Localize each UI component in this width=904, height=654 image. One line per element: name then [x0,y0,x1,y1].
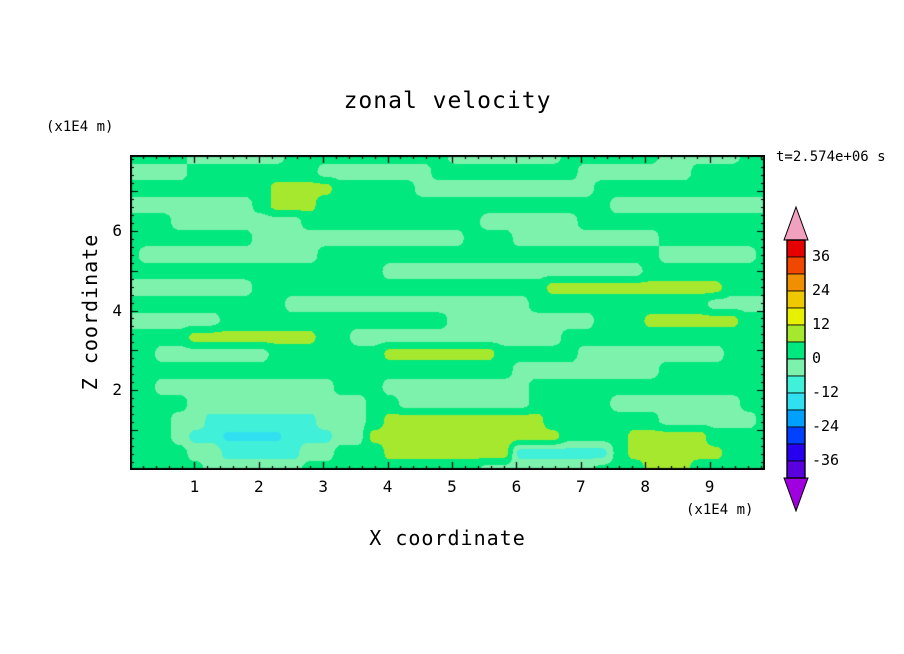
colorbar-svg [783,205,809,513]
colorbar-segment [786,324,806,343]
time-annotation: t=2.574e+06 s [776,149,886,165]
x-tick-label: 7 [575,477,586,496]
x-tick-label: 9 [704,477,715,496]
contour-field-canvas [130,155,765,470]
x-tick-label: 2 [253,477,264,496]
colorbar-segment [786,392,806,411]
colorbar-tick-label: -24 [812,417,840,435]
x-axis-label: X coordinate [369,526,526,550]
colorbar-tick-label: 24 [812,281,831,299]
colorbar [781,205,811,513]
colorbar-tick-label: 0 [812,349,822,367]
y-tick-label: 4 [112,300,122,320]
colorbar-under-arrow [783,477,809,513]
colorbar-segment [786,290,806,309]
x-tick-label: 3 [318,477,329,496]
colorbar-tick-label: -36 [812,451,840,469]
colorbar-segment [786,460,806,479]
colorbar-segment [786,341,806,360]
colorbar-segment [786,273,806,292]
x-tick-label: 5 [447,477,457,496]
colorbar-segment [786,426,806,445]
colorbar-segment [786,307,806,326]
x-tick-label: 8 [640,477,651,496]
colorbar-segment [786,358,806,377]
y-tick-label: 2 [112,380,122,400]
chart-title: zonal velocity [343,88,552,114]
x-tick-label: 1 [189,477,200,496]
colorbar-segment [786,443,806,462]
colorbar-tick-label: 12 [812,315,831,333]
colorbar-outline [786,239,806,479]
colorbar-tick-label: 36 [812,247,831,265]
x-tick-label: 4 [382,477,393,496]
colorbar-segment [786,375,806,394]
y-axis-units: (x1E4 m) [46,119,114,135]
y-tick-label: 6 [112,220,122,240]
colorbar-segment [786,256,806,275]
colorbar-over-arrow [783,205,809,241]
colorbar-segment [786,409,806,428]
x-tick-label: 6 [511,477,522,496]
x-axis-units: (x1E4 m) [686,502,754,518]
colorbar-segment [786,239,806,258]
colorbar-tick-label: -12 [812,383,840,401]
